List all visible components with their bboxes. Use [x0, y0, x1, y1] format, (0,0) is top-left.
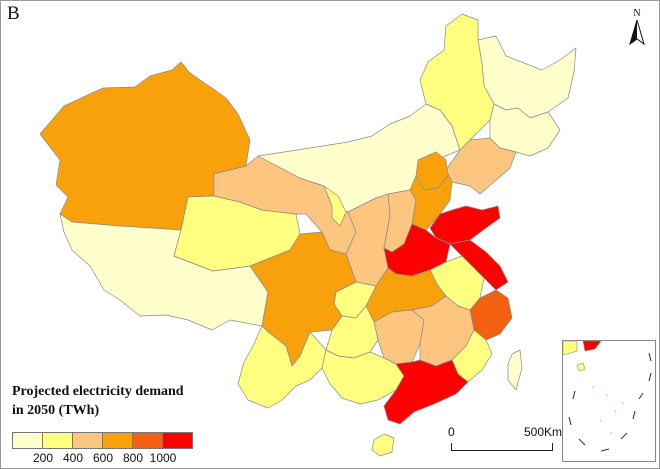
panel-label: B	[7, 3, 20, 24]
region-guangdong	[383, 359, 469, 425]
dashed-boundary	[568, 352, 652, 452]
legend-tick: 1000	[149, 451, 177, 465]
scale-bar-line	[451, 443, 553, 451]
region-beijing-tianjin	[415, 151, 449, 191]
legend-tick: 400	[62, 451, 84, 465]
legend-swatch	[73, 433, 103, 448]
north-arrow: N	[628, 8, 646, 46]
region-hainan	[371, 433, 395, 457]
legend-title-line1: Projected electricity demand	[12, 384, 184, 399]
legend-tick: 800	[122, 451, 144, 465]
north-arrow-icon	[629, 20, 645, 46]
south-china-sea-inset	[562, 340, 656, 462]
legend-title: Projected electricity demand in 2050 (TW…	[12, 382, 252, 420]
legend-swatch	[103, 433, 133, 448]
scale-start-label: 0	[448, 425, 455, 439]
legend-swatch	[43, 433, 73, 448]
region-hunan	[373, 309, 425, 365]
inset-islands	[592, 386, 624, 434]
legend-swatch	[163, 433, 192, 448]
inset-map	[563, 341, 652, 452]
region-ningxia	[323, 185, 347, 227]
scale-bar: 0 500Km	[448, 425, 568, 455]
legend-tick: 200	[32, 451, 54, 465]
north-letter: N	[633, 8, 641, 19]
region-shandong	[429, 205, 501, 245]
region-taiwan	[507, 349, 523, 391]
region-yunnan	[237, 325, 327, 409]
legend-swatch	[13, 433, 43, 448]
legend-color-bar	[12, 432, 193, 449]
legend-title-line2: in 2050 (TWh)	[12, 403, 100, 418]
legend-swatch	[133, 433, 163, 448]
scale-end-label: 500Km	[524, 425, 563, 439]
legend-tick: 600	[92, 451, 114, 465]
